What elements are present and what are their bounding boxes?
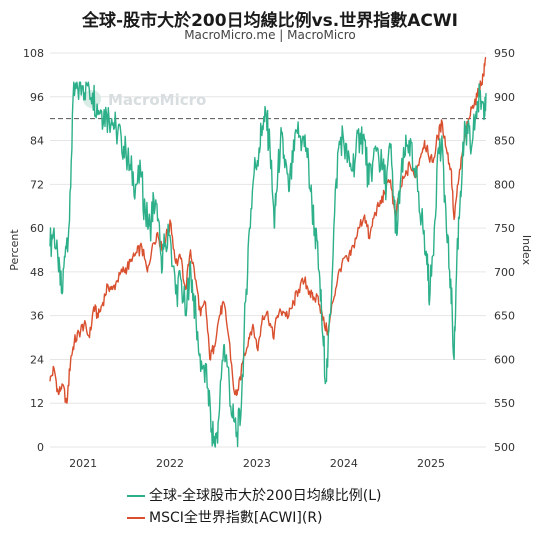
y-right-tick-label: 500 [494, 441, 515, 454]
x-tick-label: 2023 [243, 457, 271, 470]
y-right-tick-label: 850 [494, 135, 515, 148]
y-left-tick-label: 96 [30, 91, 44, 104]
y-right-tick-label: 750 [494, 222, 515, 235]
y-right-tick-label: 600 [494, 353, 515, 366]
y-left-axis-title: Percent [8, 229, 21, 271]
x-tick-label: 2025 [417, 457, 445, 470]
y-right-tick-label: 950 [494, 47, 515, 60]
y-right-tick-label: 650 [494, 310, 515, 323]
x-tick-label: 2024 [330, 457, 358, 470]
chart-subtitle: MacroMicro.me | MacroMicro [184, 28, 356, 42]
legend-item-right-series[interactable]: MSCI全世界指數[ACWI](R) [127, 507, 323, 527]
legend-swatch-left [127, 495, 145, 497]
y-right-tick-label: 800 [494, 178, 515, 191]
y-left-tick-label: 60 [30, 222, 44, 235]
chart-title: 全球-股市大於200日均線比例vs.世界指數ACWI [82, 11, 458, 31]
watermark-text: MacroMicro [108, 91, 206, 109]
x-tick-label: 2021 [69, 457, 97, 470]
y-left-tick-label: 48 [30, 266, 44, 279]
x-tick-label: 2022 [156, 457, 184, 470]
y-left-tick-label: 12 [30, 397, 44, 410]
series-line-pct-above-200dma [49, 81, 487, 448]
y-left-tick-label: 24 [30, 353, 44, 366]
y-left-tick-label: 84 [30, 135, 44, 148]
legend-label-left: 全球-全球股市大於200日均線比例(L) [149, 488, 382, 504]
y-left-tick-label: 72 [30, 178, 44, 191]
y-right-tick-label: 550 [494, 397, 515, 410]
y-left-tick-label: 0 [37, 441, 44, 454]
y-right-axis-title: Index [520, 235, 533, 266]
y-right-tick-label: 700 [494, 266, 515, 279]
dual-axis-line-chart: 0 12 24 36 48 60 72 84 96 108 500 550 600 650 700 750 80… [8, 47, 533, 470]
series-line-acwi-index [49, 56, 487, 404]
legend-swatch-right [127, 517, 145, 519]
y-left-tick-label: 36 [30, 310, 44, 323]
y-right-tick-label: 900 [494, 91, 515, 104]
legend-label-right: MSCI全世界指數[ACWI](R) [149, 510, 323, 526]
y-left-tick-label: 108 [23, 47, 44, 60]
legend-item-left-series[interactable]: 全球-全球股市大於200日均線比例(L) [127, 485, 382, 505]
